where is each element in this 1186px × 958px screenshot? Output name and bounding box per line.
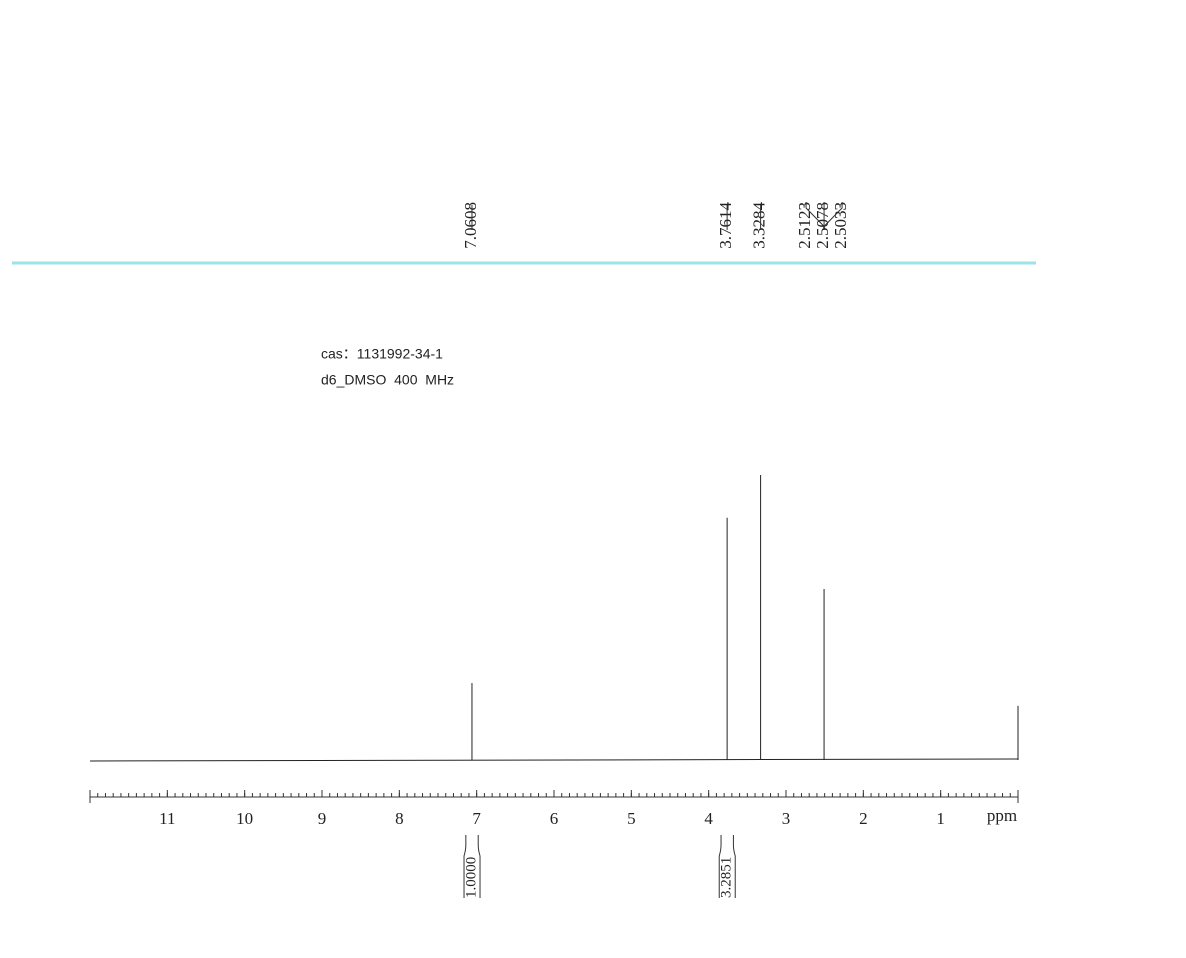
integral-label: 1.0000 <box>463 857 479 898</box>
x-tick-label: 5 <box>627 809 636 828</box>
peak-label: 2.5123 <box>795 202 814 249</box>
peak-label: 2.5078 <box>813 202 832 249</box>
x-tick-label: 9 <box>318 809 327 828</box>
x-tick-label: 7 <box>472 809 481 828</box>
x-tick-label: 11 <box>159 809 175 828</box>
x-tick-label: 1 <box>936 809 945 828</box>
peak-label: 3.7614 <box>716 202 735 249</box>
peak-label: 2.5033 <box>831 202 850 249</box>
x-tick-label: 2 <box>859 809 868 828</box>
x-tick-label: 6 <box>550 809 559 828</box>
integral-label: 3.2851 <box>719 857 735 898</box>
integral-bracket <box>718 835 736 898</box>
peak-label-line <box>823 202 843 230</box>
integral-bracket <box>463 835 481 898</box>
x-tick-label: 3 <box>782 809 791 828</box>
annotation: cas：1131992-34-1 <box>321 346 443 362</box>
x-tick-label: 4 <box>704 809 713 828</box>
x-axis-label: ppm <box>987 806 1017 825</box>
x-tick-label: 8 <box>395 809 404 828</box>
peak-label: 7.0608 <box>461 202 480 249</box>
peak-label: 3.3284 <box>750 202 769 249</box>
baseline <box>89 758 1019 762</box>
x-tick-label: 10 <box>236 809 253 828</box>
annotation: d6_DMSO 400 MHz <box>321 372 454 388</box>
